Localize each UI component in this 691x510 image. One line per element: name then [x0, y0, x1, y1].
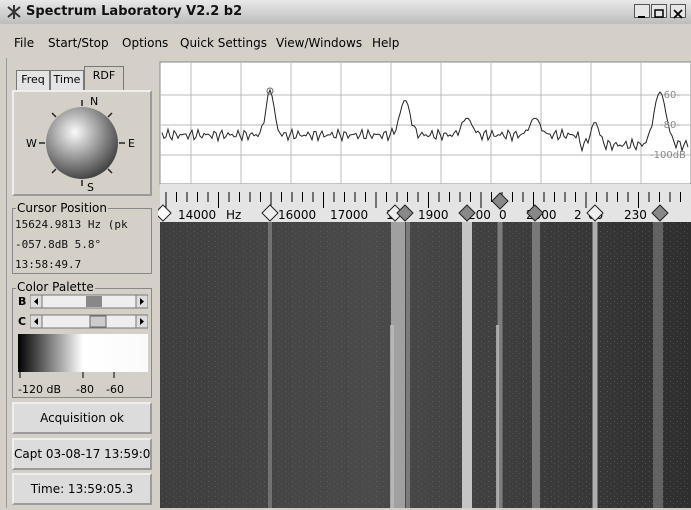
app-window: Spectrum Laboratory V2.2 b2 File Start/S…: [0, 0, 691, 510]
palette-scale-label: -80: [76, 383, 94, 396]
palette-sliders[interactable]: [30, 294, 148, 330]
compass-label: E: [128, 137, 135, 150]
compass-label: S: [87, 181, 94, 194]
spectrum-display: -60- -80- -100dB 14000Hz1600017000119002…: [158, 60, 691, 508]
close-button[interactable]: [670, 4, 686, 18]
signal-streak: [268, 222, 272, 508]
slider-label: C: [18, 315, 26, 328]
level-label: -80-: [660, 120, 680, 131]
slider-label: B: [18, 295, 26, 308]
frequency-label: 16000: [278, 208, 316, 222]
menu-bar: File Start/Stop Options Quick Settings V…: [0, 30, 691, 52]
signal-streak: [532, 222, 540, 508]
menu-item[interactable]: Options: [122, 36, 168, 50]
compass-label: N: [90, 95, 98, 108]
cursor-frequency: 15624.9813 Hz (pk: [15, 218, 151, 231]
waterfall-noise: [160, 222, 691, 508]
capture-button[interactable]: Capt 03-08-17 13:59:05: [12, 438, 152, 470]
tab-active[interactable]: RDF: [84, 66, 124, 90]
frequency-label: 1900: [418, 208, 449, 222]
group-title: Color Palette: [16, 280, 95, 294]
frequency-label: 17000: [330, 208, 368, 222]
cursor-level: -057.8dB 5.8°: [15, 238, 101, 251]
status-button[interactable]: Acquisition ok: [12, 402, 152, 434]
signal-streak: [653, 222, 663, 508]
menu-item[interactable]: Help: [372, 36, 399, 50]
menu-item[interactable]: Quick Settings: [180, 36, 267, 50]
frequency-label: 2: [574, 208, 582, 222]
rdf-panel: N W E S: [12, 90, 152, 196]
separator: [6, 58, 7, 508]
menu-item[interactable]: File: [14, 36, 34, 50]
menu-item[interactable]: Start/Stop: [48, 36, 109, 50]
level-label: -100dB: [650, 150, 686, 161]
palette-scale-label: -120 dB: [18, 383, 61, 396]
signal-streak: [593, 222, 598, 508]
palette-scale-label: -60: [106, 383, 124, 396]
compass: N W E S: [14, 92, 150, 194]
tab[interactable]: Freq: [16, 70, 50, 90]
cursor-time: 13:58:49.7: [15, 258, 81, 271]
app-icon: [6, 4, 22, 20]
palette-bar: [18, 334, 148, 384]
title-bar: Spectrum Laboratory V2.2 b2: [0, 0, 691, 24]
minimize-button[interactable]: [634, 4, 650, 18]
signal-streak: [462, 222, 472, 508]
group-title: Cursor Position: [16, 201, 108, 215]
time-button[interactable]: Time: 13:59:05.3: [12, 473, 152, 505]
spectrum-plot: [160, 62, 691, 184]
signal-burst: [496, 325, 499, 508]
maximize-button[interactable]: [651, 4, 667, 18]
frequency-label: 0: [499, 208, 507, 222]
tab[interactable]: Time: [50, 70, 84, 90]
window-title: Spectrum Laboratory V2.2 b2: [26, 4, 242, 19]
signal-burst: [390, 325, 394, 508]
menu-item[interactable]: View/Windows: [276, 36, 362, 50]
frequency-label: 230: [624, 208, 647, 222]
compass-label: W: [26, 137, 37, 150]
compass-dial: [46, 107, 118, 179]
frequency-label: Hz: [226, 208, 241, 222]
frequency-label: 14000: [178, 208, 216, 222]
signal-streak: [406, 222, 410, 508]
level-label: -60-: [660, 90, 680, 101]
